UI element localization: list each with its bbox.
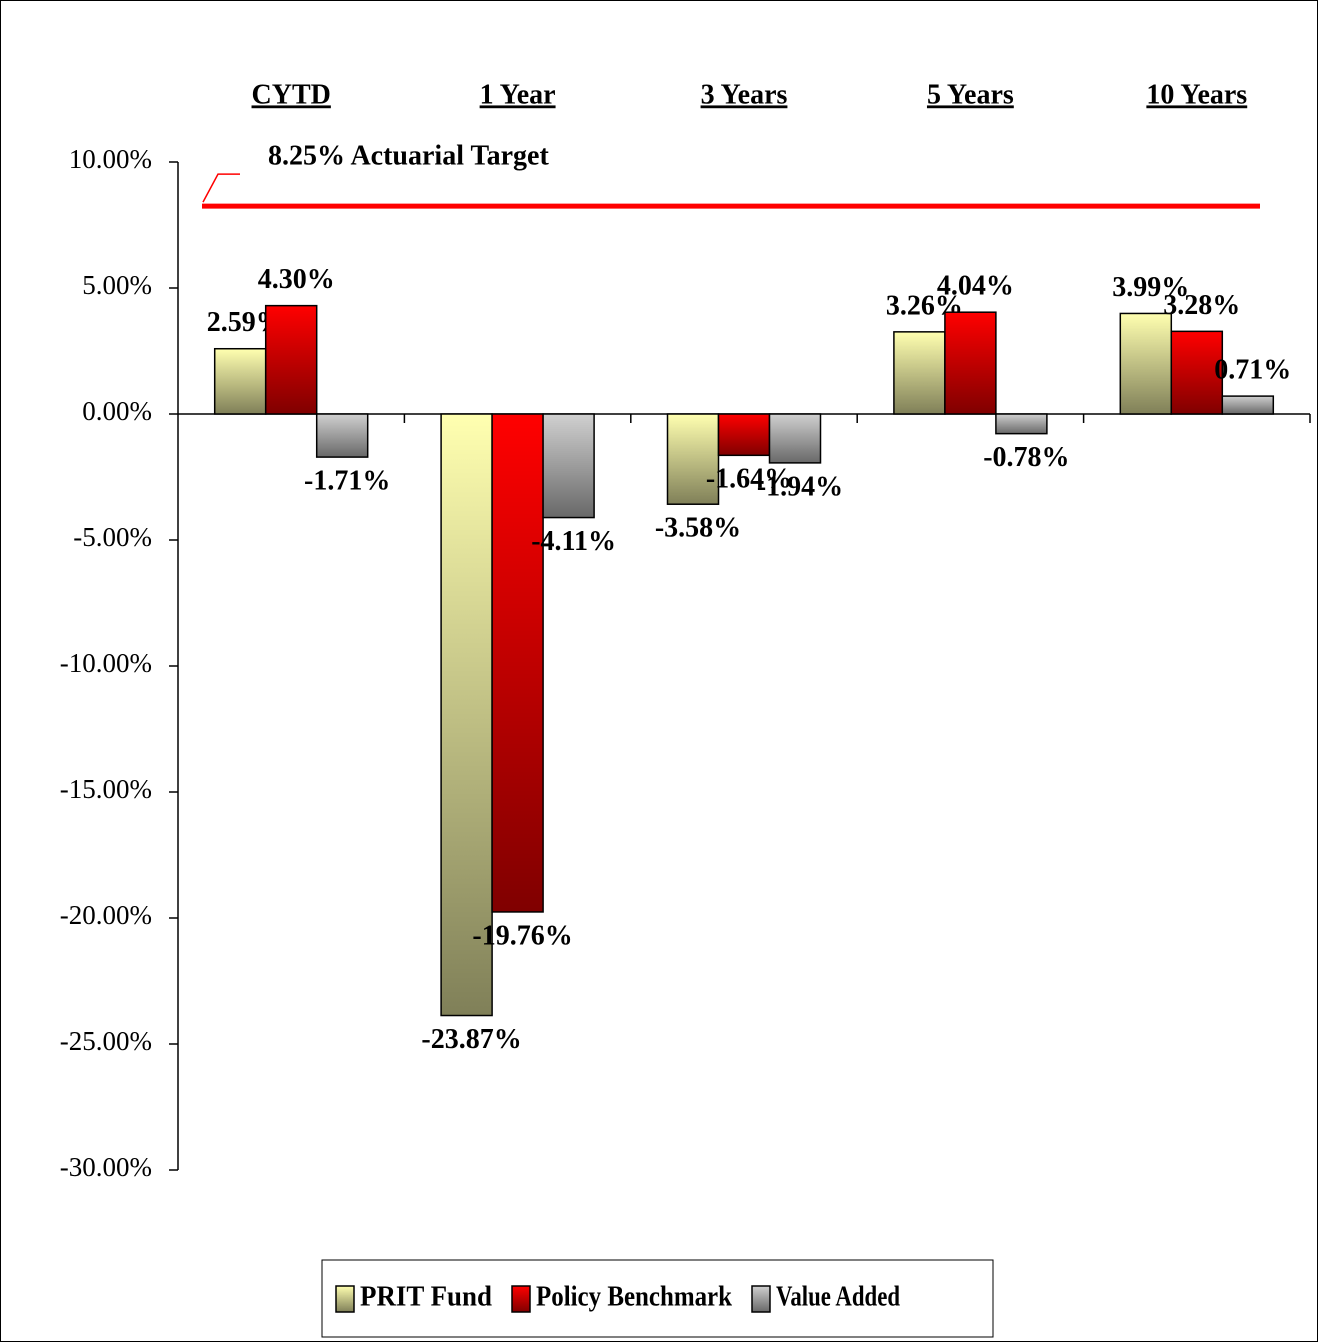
bar-shade (768, 413, 822, 464)
target-label: 8.25% Actuarial Target (268, 141, 549, 172)
data-label: 0.71% (1214, 355, 1291, 386)
bar-shade (1119, 312, 1173, 415)
y-tick-label: -5.00% (73, 522, 152, 552)
category-label: 1 Year (480, 79, 556, 110)
y-tick-label: 0.00% (82, 396, 152, 426)
data-label: -3.58% (655, 513, 741, 544)
bar-shade (995, 413, 1048, 435)
data-label: -1.71% (304, 466, 390, 497)
bar-shade (491, 413, 544, 913)
category-label: 10 Years (1146, 79, 1247, 110)
legend-swatch-shade (511, 1285, 531, 1313)
bar-shade (717, 413, 771, 457)
y-tick-label: -30.00% (60, 1152, 152, 1182)
target-leader (202, 173, 240, 203)
bar-shade (213, 347, 267, 415)
category-label: CYTD (252, 79, 331, 110)
bar-shade (893, 331, 946, 415)
y-tick-label: 10.00% (69, 144, 152, 174)
bar-shade (944, 311, 997, 415)
data-label: 4.30% (258, 264, 335, 295)
data-label: 3.28% (1163, 290, 1240, 321)
y-tick-label: -15.00% (60, 774, 152, 804)
bar-shade (666, 413, 720, 505)
legend-label: PRIT Fund (360, 1281, 492, 1312)
bar-shade (315, 413, 369, 458)
bar-shade (1170, 330, 1224, 415)
legend-label: Value Added (776, 1281, 900, 1312)
data-label: 4.04% (937, 271, 1014, 302)
bar-shade (542, 413, 595, 519)
legend-label: Policy Benchmark (536, 1281, 732, 1312)
bar-shade (264, 304, 318, 415)
data-label: 3.99% (1112, 272, 1189, 303)
bar-shade (1221, 395, 1275, 415)
y-tick-label: 5.00% (82, 270, 152, 300)
category-label: 5 Years (927, 79, 1014, 110)
legend-box (321, 1259, 994, 1338)
data-label: -23.87% (421, 1024, 521, 1055)
legend-swatch-shade (335, 1285, 355, 1313)
data-label: -0.78% (983, 442, 1069, 473)
data-label: -4.11% (531, 526, 616, 557)
legend-swatch-shade (751, 1285, 771, 1313)
data-label: -19.76% (472, 920, 572, 951)
data-label: -1.64% (706, 464, 792, 495)
y-tick-label: -20.00% (60, 900, 152, 930)
bar-shade (440, 413, 493, 1017)
category-label: 3 Years (701, 79, 788, 110)
data-label: -1.94% (757, 471, 843, 502)
y-tick-label: -10.00% (60, 648, 152, 678)
y-tick-label: -25.00% (60, 1026, 152, 1056)
